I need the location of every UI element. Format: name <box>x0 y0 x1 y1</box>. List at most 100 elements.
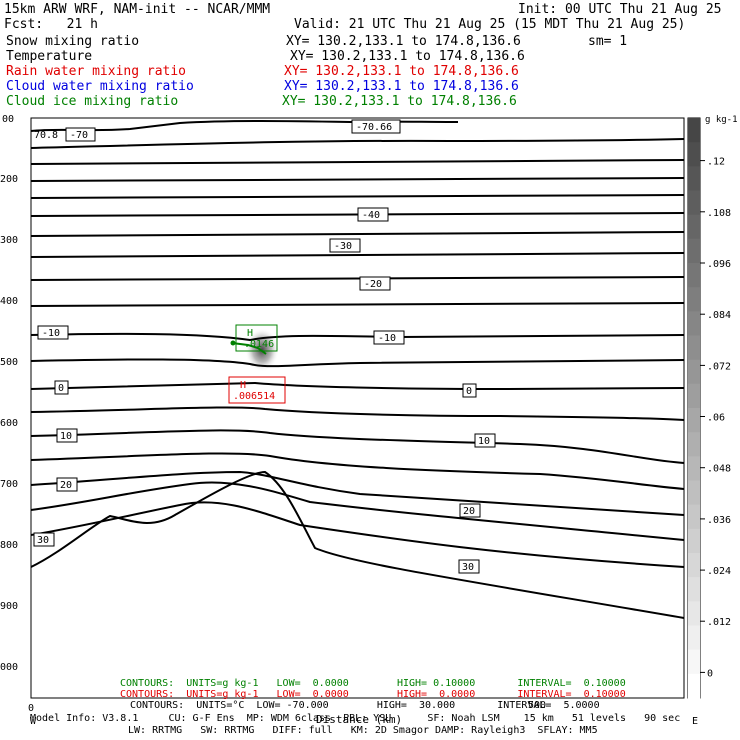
rain-max-mark: H <box>240 380 246 391</box>
contour-line <box>30 332 685 342</box>
contour-line <box>30 358 685 368</box>
cloud-ice-point <box>230 340 236 346</box>
colorbar-cell <box>688 528 700 554</box>
contour-label: 10 <box>478 436 490 447</box>
contour-line <box>30 177 685 182</box>
y-tick-label: 800 <box>0 540 18 551</box>
y-tick-label: 400 <box>0 296 18 307</box>
field-name-cloud-ice: Cloud ice mixing ratio <box>6 94 179 109</box>
y-tick-label: 600 <box>0 418 18 429</box>
contour-line <box>30 452 685 490</box>
colorbar-cell <box>688 408 700 433</box>
contour-label: -40 <box>362 210 380 221</box>
colorbar-units: g kg-1 <box>705 115 738 125</box>
contour-label: -20 <box>364 279 382 290</box>
terrain-boundary <box>30 470 685 619</box>
cloud-ice-max-value: .0146 <box>244 339 274 350</box>
colorbar-tick-label: .048 <box>707 464 731 475</box>
field-name-rain: Rain water mixing ratio <box>6 64 187 79</box>
contour-label: 20 <box>463 506 475 517</box>
colorbar-tick-label: .024 <box>707 566 731 577</box>
contour-label: -30 <box>334 241 352 252</box>
field-xy-cloud-ice: XY= 130.2,133.1 to 174.8,136.6 <box>282 94 517 109</box>
contour-line <box>30 252 685 258</box>
colorbar-cell <box>688 118 700 143</box>
contour-line <box>30 194 685 199</box>
contour-label: 0 <box>58 383 64 394</box>
field-name-temperature: Temperature <box>6 49 93 64</box>
colorbar-cell <box>688 263 700 288</box>
contour-line <box>30 212 685 217</box>
contour-label: 0 <box>466 386 472 397</box>
colorbar-tick-label: .036 <box>707 515 731 526</box>
plot-title: 15km ARW WRF, NAM-init -- NCAR/MMM <box>4 2 271 17</box>
contour-line <box>30 481 685 541</box>
cloud-ice-max-mark: H <box>247 328 253 339</box>
contour-label: 30 <box>462 562 474 573</box>
colorbar-cell <box>688 142 700 167</box>
contour-line <box>30 302 685 307</box>
colorbar-tick-label: .108 <box>707 208 731 219</box>
colorbar-cell <box>688 649 700 675</box>
field-xy-rain: XY= 130.2,133.1 to 174.8,136.6 <box>284 64 519 79</box>
init-time: Init: 00 UTC Thu 21 Aug 25 <box>518 2 722 17</box>
colorbar-cell <box>688 673 700 699</box>
colorbar-cell <box>688 383 700 409</box>
y-tick-label: 700 <box>0 479 18 490</box>
contour-note-temperature: CONTOURS: UNITS=°C LOW= -70.000 HIGH= 30… <box>130 700 600 711</box>
contour-label: -10 <box>378 333 396 344</box>
contour-note-rain: CONTOURS: UNITS=g kg-1 LOW= 0.0000 HIGH=… <box>120 689 626 700</box>
contour-label: -70.66 <box>356 122 392 133</box>
colorbar-tick-label: .12 <box>707 157 725 168</box>
colorbar-cell <box>688 480 700 506</box>
contour-line <box>30 276 685 281</box>
colorbar-cell <box>688 359 700 385</box>
colorbar-cell <box>688 311 700 336</box>
cloud-ice-max-box <box>235 324 278 352</box>
colorbar-cell <box>688 577 700 602</box>
contour-line <box>30 501 685 568</box>
model-info-line2: LW: RRTMG SW: RRTMG DIFF: full KM: 2D Sm… <box>128 725 598 736</box>
colorbar-cell <box>688 625 700 651</box>
contour-line <box>30 406 685 421</box>
field-smoothing: sm= 1 <box>588 34 628 49</box>
y-tick-label: 300 <box>0 235 18 246</box>
colorbar-cell <box>688 287 700 312</box>
y-tick-label: 000 <box>0 662 18 673</box>
colorbar-cell <box>688 456 700 481</box>
contour-label: 30 <box>37 535 49 546</box>
temperature-contours <box>30 120 685 619</box>
colorbar-cell <box>688 238 700 264</box>
contour-label: 20 <box>60 480 72 491</box>
x-end-label-west: W <box>30 716 37 727</box>
x-tick-label: 0 <box>28 703 34 714</box>
contour-label: 10 <box>60 431 72 442</box>
forecast-hour: Fcst: 21 h <box>4 17 98 32</box>
colorbar-tick-label: .012 <box>707 617 731 628</box>
field-name-cloud-water: Cloud water mixing ratio <box>6 79 194 94</box>
y-tick-label: 200 <box>0 174 18 185</box>
contour-label: -70 <box>70 130 88 141</box>
contour-label: -10 <box>42 328 60 339</box>
colorbar-cell <box>688 504 700 530</box>
colorbar-cell <box>688 601 700 626</box>
rain-max-box <box>228 376 286 404</box>
rain-max-value: .006514 <box>233 391 275 402</box>
contour-line <box>30 159 685 165</box>
field-xy-cloud-water: XY= 130.2,133.1 to 174.8,136.6 <box>284 79 519 94</box>
model-info-line1: Model Info: V3.8.1 CU: G-F Ens MP: WDM 6… <box>30 713 681 724</box>
x-end-label-east: E <box>692 716 698 727</box>
contour-line <box>30 138 685 149</box>
x-axis-label: Distance (km) <box>316 713 402 726</box>
contour-line <box>30 381 685 391</box>
colorbar-cell <box>688 166 700 191</box>
field-xy-temperature: XY= 130.2,133.1 to 174.8,136.6 <box>290 49 525 64</box>
plot-frame <box>30 117 685 699</box>
contour-line <box>30 470 685 516</box>
y-tick-label: 900 <box>0 601 18 612</box>
colorbar-cell <box>688 190 700 216</box>
contour-note-cloud-ice: CONTOURS: UNITS=g kg-1 LOW= 0.0000 HIGH=… <box>120 678 626 689</box>
colorbar-cell <box>688 214 700 240</box>
colorbar-tick-label: .072 <box>707 361 731 372</box>
